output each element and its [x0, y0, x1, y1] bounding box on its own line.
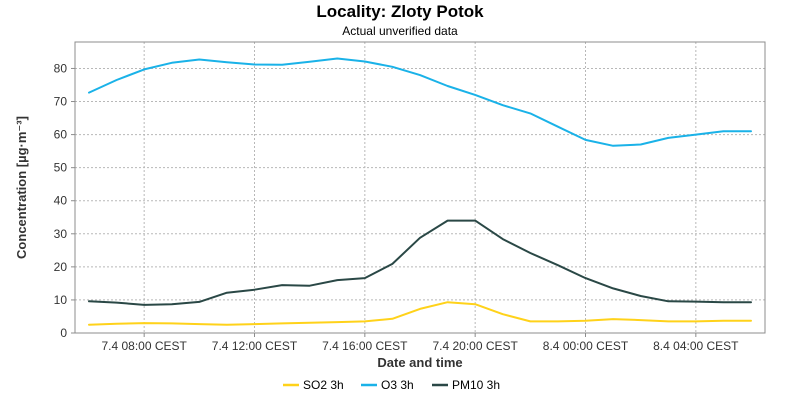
- y-tick-label: 70: [54, 95, 68, 109]
- series-line-2: [88, 219, 752, 306]
- y-tick-label: 30: [54, 227, 68, 241]
- legend-label: PM10 3h: [452, 378, 500, 392]
- grid-lines: [75, 42, 765, 334]
- y-tick-label: 60: [54, 128, 68, 142]
- legend-item-0: SO2 3h: [283, 378, 344, 392]
- y-axis-ticks: 0 10 20 30 40 50 60 70 80: [54, 61, 75, 340]
- plot-area: [74, 41, 766, 334]
- x-tick-label: 8.4 00:00 CEST: [543, 339, 629, 353]
- y-tick-label: 10: [54, 293, 68, 307]
- series-line-0: [88, 301, 752, 326]
- chart-title: Locality: Zloty Potok: [316, 2, 484, 21]
- series-line-1: [88, 57, 752, 147]
- x-tick-label: 8.4 04:00 CEST: [653, 339, 739, 353]
- y-axis-title: Concentration [µg·m⁻³]: [14, 116, 29, 259]
- y-tick-label: 50: [54, 161, 68, 175]
- x-tick-label: 7.4 08:00 CEST: [101, 339, 187, 353]
- x-axis-ticks: 7.4 08:00 CEST 7.4 12:00 CEST 7.4 16:00 CE…: [101, 333, 739, 353]
- y-tick-label: 40: [54, 194, 68, 208]
- x-tick-label: 7.4 16:00 CEST: [322, 339, 408, 353]
- chart-subtitle: Actual unverified data: [342, 24, 458, 38]
- legend: SO2 3h O3 3h PM10 3h: [283, 378, 500, 392]
- y-tick-label: 80: [54, 61, 68, 75]
- y-tick-label: 20: [54, 260, 68, 274]
- legend-item-1: O3 3h: [361, 378, 414, 392]
- x-tick-label: 7.4 12:00 CEST: [212, 339, 298, 353]
- x-axis-title: Date and time: [377, 355, 462, 370]
- series-lines: [88, 57, 752, 326]
- legend-label: O3 3h: [381, 378, 414, 392]
- legend-item-2: PM10 3h: [432, 378, 500, 392]
- y-tick-label: 0: [60, 326, 67, 340]
- legend-label: SO2 3h: [303, 378, 344, 392]
- x-tick-label: 7.4 20:00 CEST: [432, 339, 518, 353]
